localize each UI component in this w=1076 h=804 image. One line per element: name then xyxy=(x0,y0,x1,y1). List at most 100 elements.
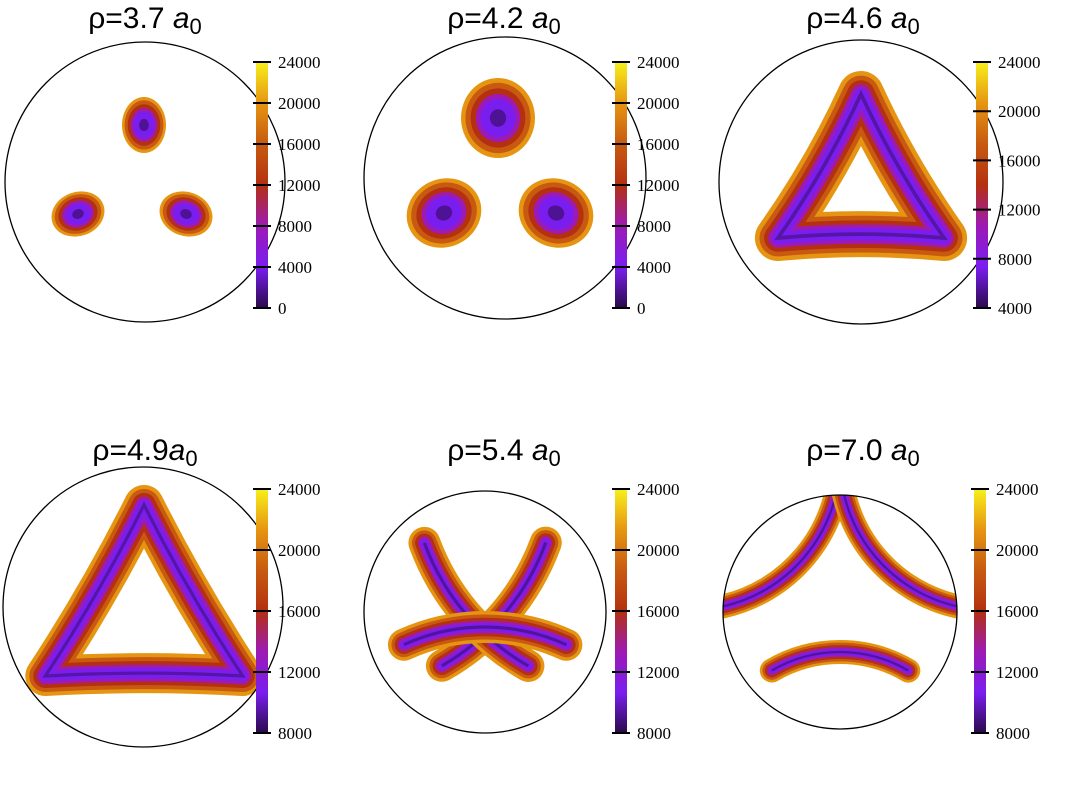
colorbar-tick-label: 4000 xyxy=(637,258,671,277)
colorbar xyxy=(976,62,988,308)
title-prefix: ρ=3.7 xyxy=(88,2,173,35)
colorbar-tick-label: 12000 xyxy=(278,176,321,195)
density-lobe xyxy=(51,191,105,237)
colorbar-tick-label: 16000 xyxy=(998,151,1041,170)
panel-title: ρ=7.0 a0 xyxy=(718,434,1008,472)
density-arc xyxy=(387,611,583,661)
density-field xyxy=(406,78,594,248)
panel-rho-5-4: ρ=5.4 a0 24000 20000 16000 12000 8000 xyxy=(359,432,717,804)
domain-boundary xyxy=(4,41,286,323)
density-arc xyxy=(828,495,957,619)
colorbar-tick-label: 24000 xyxy=(637,53,680,72)
arc-core xyxy=(723,495,841,608)
heatmap-plot: 24000 20000 16000 12000 8000 4000 xyxy=(718,39,1041,325)
colorbar-tick-label: 12000 xyxy=(278,663,321,682)
colorbar-tick-label: 20000 xyxy=(996,541,1039,560)
lobe-core xyxy=(435,205,453,221)
panel-rho-7-0: ρ=7.0 a0 24000 20000 16000 12000 8000 xyxy=(718,432,1076,804)
lobe-core xyxy=(489,109,507,127)
density-lobe xyxy=(461,78,535,158)
ring-core xyxy=(42,501,246,678)
title-unit: a xyxy=(890,2,908,35)
colorbar-tick-label: 12000 xyxy=(637,663,680,682)
colorbar-tick-label: 24000 xyxy=(998,53,1041,72)
title-subscript: 0 xyxy=(185,446,198,471)
title-subscript: 0 xyxy=(548,14,561,39)
heatmap-plot: 24000 20000 16000 12000 8000 4000 0 xyxy=(363,36,680,320)
density-field xyxy=(723,495,957,683)
colorbar-tick-label: 12000 xyxy=(996,663,1039,682)
density-lobe xyxy=(518,178,594,248)
arc-core xyxy=(771,650,909,672)
colorbar-tick-label: 12000 xyxy=(637,176,680,195)
title-subscript: 0 xyxy=(548,446,561,471)
colorbar-tick-label: 8000 xyxy=(637,217,671,236)
panel-title: ρ=3.7 a0 xyxy=(0,2,290,40)
domain-boundary xyxy=(718,39,1004,325)
colorbar-tick-label: 16000 xyxy=(996,602,1039,621)
density-arc xyxy=(723,495,852,619)
title-prefix: ρ=4.9 xyxy=(92,434,169,467)
panel-rho-4-9: ρ=4.9a0 24000 20000 16000 12000 8000 xyxy=(0,432,358,804)
title-subscript: 0 xyxy=(907,446,920,471)
density-lobe xyxy=(159,191,213,237)
ring-core xyxy=(774,89,948,241)
colorbar-tick-label: 8000 xyxy=(996,724,1030,743)
density-field xyxy=(51,97,213,237)
colorbar-tick-label: 8000 xyxy=(278,724,312,743)
colorbar-tick-label: 12000 xyxy=(998,201,1041,220)
heatmap-plot: 24000 20000 16000 12000 8000 xyxy=(363,480,680,743)
colorbar-tick-label: 24000 xyxy=(278,480,321,499)
title-unit: a xyxy=(168,434,186,467)
colorbar-tick-label: 0 xyxy=(637,299,646,318)
density-field xyxy=(25,485,263,696)
heatmap-plot: 24000 20000 16000 12000 8000 xyxy=(722,480,1039,743)
ring-layer xyxy=(40,499,248,682)
colorbar-tick-label: 4000 xyxy=(278,258,312,277)
panel-title: ρ=5.4 a0 xyxy=(359,434,649,472)
title-unit: a xyxy=(531,2,549,35)
domain-boundary xyxy=(722,494,958,730)
colorbar-tick-label: 16000 xyxy=(278,135,321,154)
title-prefix: ρ=4.6 xyxy=(806,2,891,35)
title-unit: a xyxy=(172,2,190,35)
colorbar-tick-label: 8000 xyxy=(637,724,671,743)
title-prefix: ρ=7.0 xyxy=(806,434,891,467)
density-arc xyxy=(759,640,921,683)
colorbar-tick-label: 24000 xyxy=(637,480,680,499)
colorbar-tick-label: 4000 xyxy=(998,299,1032,318)
colorbar-tick-label: 0 xyxy=(278,299,287,318)
density-field xyxy=(387,526,583,682)
colorbar-tick-label: 8000 xyxy=(278,217,312,236)
colorbar-tick-label: 8000 xyxy=(998,250,1032,269)
panel-rho-3-7: ρ=3.7 a0 24000 20000 16000 12000 8000 4000 0 xyxy=(0,0,358,372)
ring-layer xyxy=(771,88,951,244)
colorbar-tick-label: 20000 xyxy=(637,94,680,113)
lobe-core xyxy=(547,205,565,221)
arc-core xyxy=(403,625,568,647)
title-prefix: ρ=5.4 xyxy=(447,434,532,467)
arc-core xyxy=(839,495,957,608)
colorbar-tick-label: 16000 xyxy=(278,602,321,621)
colorbar-tick-label: 16000 xyxy=(637,602,680,621)
domain-boundary xyxy=(363,36,647,320)
panel-title: ρ=4.9a0 xyxy=(0,434,290,472)
colorbar-tick-label: 24000 xyxy=(278,53,321,72)
title-subscript: 0 xyxy=(189,14,202,39)
colorbar-tick-label: 24000 xyxy=(996,480,1039,499)
density-lobe xyxy=(406,178,482,248)
lobe-core xyxy=(72,209,84,219)
density-ring xyxy=(754,71,968,261)
colorbar-tick-label: 20000 xyxy=(278,94,321,113)
lobe-core xyxy=(180,209,192,219)
panel-rho-4-2: ρ=4.2 a0 24000 20000 16000 12000 8000 4000 0 xyxy=(359,0,717,372)
panel-rho-4-6: ρ=4.6 a0 24000 20000 16000 12000 8000 4000 xyxy=(718,0,1076,372)
lobe-core xyxy=(139,118,149,132)
title-unit: a xyxy=(531,434,549,467)
colorbar-tick-label: 16000 xyxy=(637,135,680,154)
colorbar-tick-label: 20000 xyxy=(278,541,321,560)
density-field xyxy=(754,71,968,261)
title-unit: a xyxy=(890,434,908,467)
colorbar-tick-label: 20000 xyxy=(998,102,1041,121)
colorbar-tick-label: 20000 xyxy=(637,541,680,560)
